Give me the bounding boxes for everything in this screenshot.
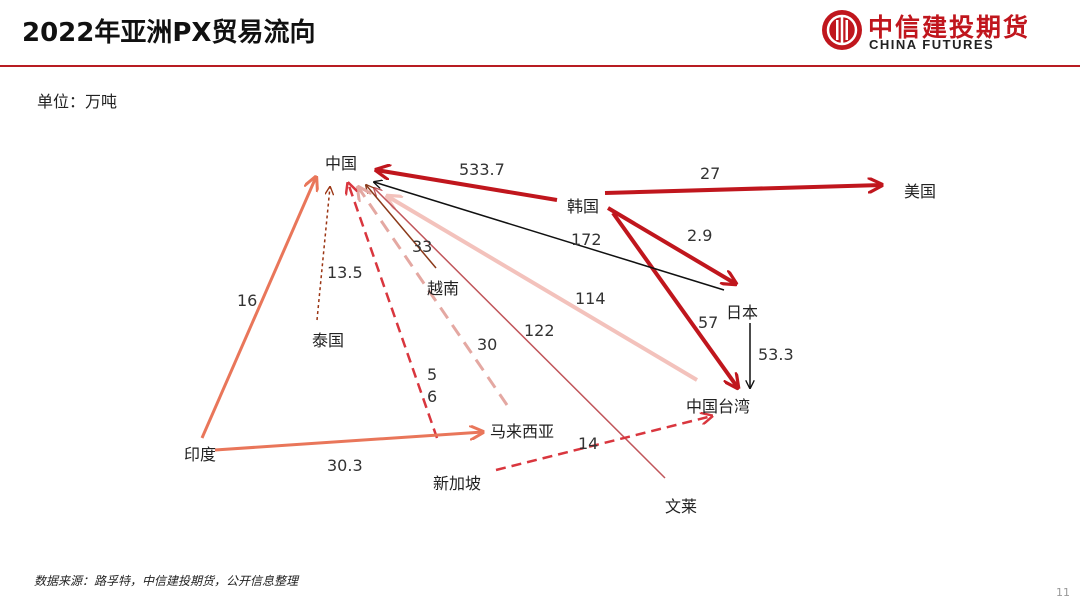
flow-value-korea-japan: 2.9 <box>687 226 713 245</box>
flow-value-korea-china: 533.7 <box>459 160 505 179</box>
node-malaysia: 马来西亚 <box>490 422 555 441</box>
node-india: 印度 <box>184 445 217 464</box>
flow-japan-china <box>374 182 725 291</box>
node-taiwan: 中国台湾 <box>686 397 751 416</box>
citic-logo-icon <box>822 10 862 50</box>
flow-value-singapore-china-a: 5 <box>427 365 438 384</box>
flow-india-malaysia <box>214 432 483 452</box>
source-note: 数据来源：路孚特，中信建投期货，公开信息整理 <box>34 574 299 588</box>
flow-malaysia-china <box>358 187 509 406</box>
flow-value-korea-taiwan: 57 <box>698 313 719 332</box>
flow-korea-japan <box>606 206 736 284</box>
flow-value-brunei-china: 122 <box>524 321 555 340</box>
brand-name-en: CHINA FUTURES <box>869 37 995 52</box>
flow-india-china <box>200 177 316 439</box>
flow-value-thailand-china: 13.5 <box>327 263 363 282</box>
flow-value-india-malaysia: 30.3 <box>327 456 363 475</box>
flow-value-vietnam-china: 33 <box>412 237 433 256</box>
node-vietnam: 越南 <box>427 279 460 298</box>
flow-korea-usa <box>604 185 882 195</box>
flow-korea-china <box>376 170 558 202</box>
flow-vietnam-china <box>366 185 437 269</box>
node-usa: 美国 <box>904 182 937 201</box>
unit-label: 单位：万吨 <box>37 92 118 111</box>
node-japan: 日本 <box>726 303 759 322</box>
flow-singapore-taiwan <box>495 416 712 472</box>
flow-value-taiwan-china: 114 <box>575 289 606 308</box>
page-title: 2022年亚洲PX贸易流向 <box>22 18 316 48</box>
flow-singapore-china <box>348 183 439 439</box>
node-korea: 韩国 <box>567 197 600 216</box>
flow-brunei-china <box>374 188 666 479</box>
node-brunei: 文莱 <box>665 497 698 516</box>
flow-value-korea-usa: 27 <box>700 164 721 183</box>
node-singapore: 新加坡 <box>433 474 482 493</box>
flow-korea-taiwan <box>611 211 738 388</box>
flow-taiwan-china <box>387 196 699 382</box>
brand-name-cn: 中信建投期货 <box>868 13 1031 42</box>
page-number: 11 <box>1056 586 1070 599</box>
flow-value-singapore-taiwan: 14 <box>578 434 599 453</box>
flow-value-malaysia-china: 30 <box>477 335 498 354</box>
header-divider <box>0 65 1080 67</box>
flow-value-japan-china: 172 <box>571 230 602 249</box>
flow-value-japan-taiwan: 53.3 <box>758 345 794 364</box>
node-china: 中国 <box>325 154 358 173</box>
flow-value-singapore-china-b: 6 <box>427 387 438 406</box>
flow-thailand-china <box>316 187 330 321</box>
flow-value-india-china: 16 <box>237 291 258 310</box>
node-thailand: 泰国 <box>312 331 345 350</box>
